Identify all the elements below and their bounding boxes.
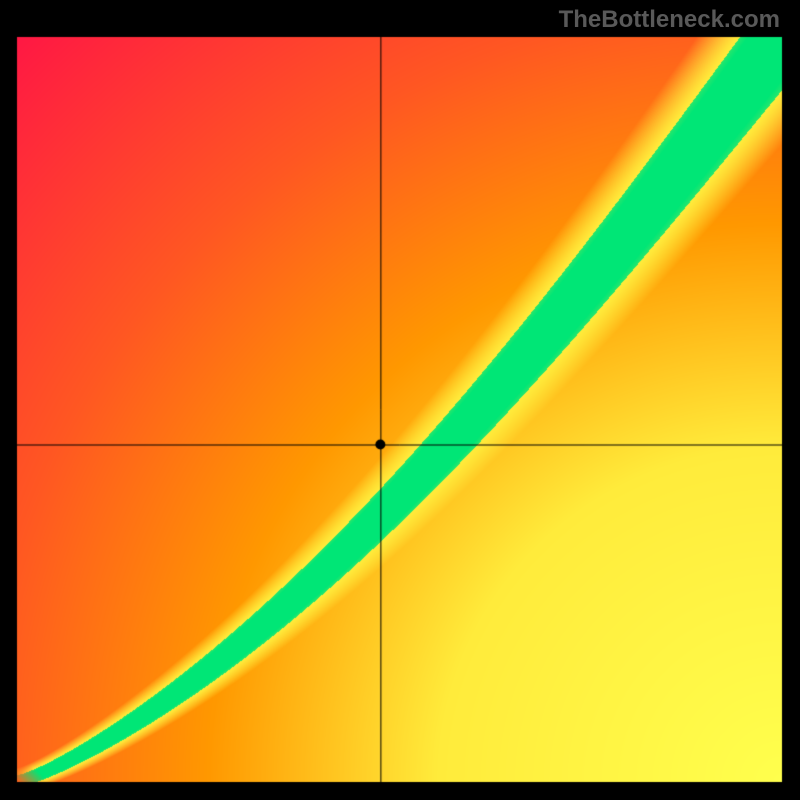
chart-container: TheBottleneck.com [0,0,800,800]
heatmap-canvas [0,0,800,800]
watermark-text: TheBottleneck.com [559,6,780,34]
